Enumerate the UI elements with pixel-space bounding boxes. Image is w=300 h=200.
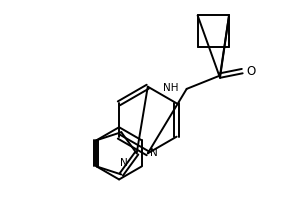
Text: N: N	[120, 158, 128, 168]
Text: N: N	[150, 148, 158, 158]
Text: NH: NH	[164, 83, 179, 93]
Text: O: O	[247, 65, 256, 78]
